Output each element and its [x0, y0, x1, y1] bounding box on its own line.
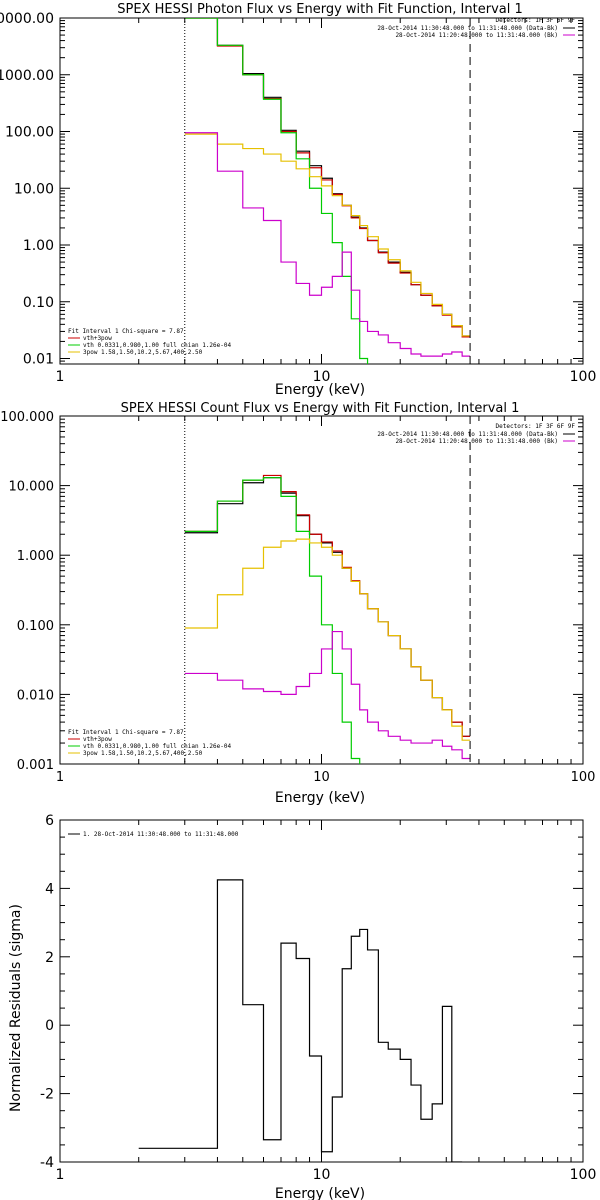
series-line-4	[184, 538, 471, 741]
panel-photon-legend-header: Fit Interval 1 Chi-square = 7.87	[68, 328, 184, 335]
y-tick-label: 0	[45, 1018, 54, 1034]
legend-label: vth 0.0331,0.980,1.00 full chian 1.26e-0…	[83, 743, 231, 750]
x-tick-label: 1	[56, 369, 65, 385]
y-tick-label: 10.00	[14, 181, 54, 197]
series-line-4	[184, 133, 471, 337]
y-tick-label: 4	[45, 881, 54, 897]
chart-1-series-group	[184, 18, 471, 364]
info-label: 28-Oct-2014 11:20:48.000 to 11:31:48.000…	[395, 438, 558, 445]
y-tick-label: 0.100	[17, 619, 54, 634]
x-tick-label: 10	[313, 1167, 331, 1183]
panel-residuals-xlabel: Energy (keV)	[275, 1186, 365, 1200]
x-tick-label: 100	[570, 369, 597, 385]
panel-photon-xlabel: Energy (keV)	[275, 382, 365, 398]
series-line-1	[138, 879, 463, 1162]
panel-photon-info-header: Detectors: 1F 3F 6F 9F	[496, 17, 576, 24]
panel-photon-flux: SPEX HESSI Photon Flux vs Energy with Fi…	[68, 2, 575, 398]
y-tick-label: 100.00	[5, 125, 54, 141]
legend-label: 3pow 1.58,1.50,10.2,5.67,400,2.50	[83, 349, 203, 356]
y-tick-label: 10.000	[9, 480, 55, 495]
chart-2-series-group	[184, 474, 471, 764]
info-label: 28-Oct-2014 11:30:48.000 to 11:31:48.000…	[377, 431, 558, 438]
y-tick-label: 2	[45, 950, 54, 966]
legend-label: vth+3pow	[83, 335, 112, 342]
y-tick-label: 1000.00	[0, 68, 54, 84]
x-tick-label: 100	[570, 1167, 597, 1183]
chart-3-series-group	[138, 879, 463, 1162]
x-tick-label: 100	[571, 770, 596, 785]
chart-1-plot: 1 10 100 0000.00 1000.00 100.00 10.00 1.00 0.10 0…	[0, 11, 597, 385]
y-tick-label: 6	[45, 813, 54, 829]
panel-residuals-ylabel: Normalized Residuals (sigma)	[8, 904, 24, 1112]
y-tick-label: 0.001	[17, 758, 54, 773]
series-line-5	[184, 132, 471, 357]
y-tick-label: 1.00	[23, 238, 54, 254]
panel-count-flux: SPEX HESSI Count Flux vs Energy with Fit…	[68, 401, 575, 806]
legend-label: vth 0.0331,0.980,1.00 full chian 1.26e-0…	[83, 342, 231, 349]
info-label: 28-Oct-2014 11:30:48.000 to 11:31:48.000…	[377, 25, 558, 32]
x-tick-label: 1	[56, 770, 64, 785]
chart-3-plot: 1 10 100 6 4 2 0 -2 -4 1. 28-Oct-2014 11:30:48.00…	[40, 813, 596, 1183]
chart-2-plot: 1 10 100 100.000 10.000 1.000 0.100 0.010 0.001 v…	[0, 410, 595, 785]
panel-count-title: SPEX HESSI Count Flux vs Energy with Fit…	[121, 401, 520, 416]
y-tick-label: 1.000	[17, 549, 54, 564]
y-tick-label: -2	[40, 1087, 54, 1103]
series-line-5	[184, 630, 471, 760]
series-line-2	[184, 18, 471, 338]
panel-residuals: Energy (keV) Normalized Residuals (sigma…	[8, 904, 365, 1200]
legend-label: vth+3pow	[83, 736, 112, 743]
panel-count-info-header: Detectors: 1F 3F 6F 9F	[496, 423, 576, 430]
series-line-3	[184, 477, 361, 764]
x-tick-label: 1	[56, 1167, 65, 1183]
y-tick-label: 0000.00	[0, 11, 54, 27]
panel-count-legend-header: Fit Interval 1 Chi-square = 7.87	[68, 729, 184, 736]
panel-photon-title: SPEX HESSI Photon Flux vs Energy with Fi…	[117, 2, 523, 17]
legend-label: 3pow 1.58,1.50,10.2,5.67,400,2.50	[83, 750, 203, 757]
series-line-1	[184, 18, 471, 337]
y-tick-label: 0.01	[23, 352, 54, 368]
series-line-1	[184, 477, 471, 737]
x-tick-label: 10	[313, 770, 330, 785]
x-tick-label: 10	[313, 369, 331, 385]
y-tick-label: 0.010	[17, 688, 54, 703]
y-tick-label: 0.10	[23, 295, 54, 311]
panel-count-xlabel: Energy (keV)	[275, 790, 365, 806]
legend-label: 1. 28-Oct-2014 11:30:48.000 to 11:31:48.…	[83, 831, 239, 838]
y-tick-label: 100.000	[0, 410, 54, 425]
y-tick-label: -4	[40, 1155, 54, 1171]
info-label: 28-Oct-2014 11:20:48.000 to 11:31:48.000…	[395, 32, 558, 39]
series-line-2	[184, 474, 471, 737]
